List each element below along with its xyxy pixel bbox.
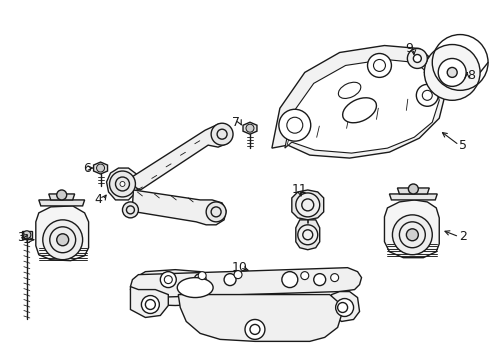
Polygon shape — [49, 194, 74, 200]
Polygon shape — [132, 124, 232, 190]
Polygon shape — [296, 220, 319, 250]
Circle shape — [164, 276, 172, 284]
Text: 7: 7 — [232, 116, 240, 129]
Circle shape — [406, 229, 418, 241]
Circle shape — [438, 58, 466, 86]
Ellipse shape — [407, 49, 427, 68]
Polygon shape — [292, 190, 324, 220]
Polygon shape — [130, 268, 362, 298]
Circle shape — [392, 215, 432, 255]
Circle shape — [206, 202, 226, 222]
Polygon shape — [39, 200, 85, 206]
Circle shape — [110, 171, 135, 197]
Circle shape — [282, 272, 298, 288]
Text: 1: 1 — [23, 233, 31, 246]
Circle shape — [57, 234, 69, 246]
Circle shape — [198, 272, 206, 280]
Ellipse shape — [177, 278, 213, 298]
Text: 6: 6 — [83, 162, 91, 175]
Circle shape — [408, 184, 418, 194]
Polygon shape — [285, 59, 439, 153]
Circle shape — [43, 220, 83, 260]
Circle shape — [245, 319, 265, 339]
Polygon shape — [178, 294, 342, 341]
Circle shape — [250, 324, 260, 334]
Circle shape — [211, 123, 233, 145]
Polygon shape — [243, 122, 257, 134]
Circle shape — [122, 202, 138, 218]
Circle shape — [336, 298, 354, 316]
Text: 10: 10 — [232, 261, 248, 274]
Text: 2: 2 — [459, 230, 467, 243]
Circle shape — [416, 84, 438, 106]
Circle shape — [314, 274, 326, 285]
Polygon shape — [330, 292, 360, 321]
Circle shape — [246, 124, 254, 132]
Polygon shape — [390, 194, 437, 200]
Circle shape — [97, 164, 104, 172]
Polygon shape — [130, 270, 212, 306]
Circle shape — [160, 272, 176, 288]
Circle shape — [23, 231, 31, 239]
Circle shape — [279, 109, 311, 141]
Ellipse shape — [343, 98, 376, 123]
Text: 5: 5 — [459, 139, 467, 152]
Circle shape — [338, 302, 347, 312]
Ellipse shape — [424, 45, 480, 100]
Text: 8: 8 — [467, 69, 475, 82]
Circle shape — [120, 181, 125, 186]
Circle shape — [331, 274, 339, 282]
Text: 3: 3 — [17, 231, 25, 244]
Polygon shape — [106, 168, 140, 200]
Polygon shape — [385, 200, 439, 258]
Circle shape — [298, 225, 318, 245]
Polygon shape — [397, 188, 429, 194]
Polygon shape — [22, 231, 32, 239]
Polygon shape — [36, 206, 89, 261]
Circle shape — [224, 274, 236, 285]
Polygon shape — [272, 45, 446, 158]
Circle shape — [301, 272, 309, 280]
Text: 9: 9 — [405, 42, 413, 55]
Polygon shape — [130, 287, 168, 318]
Text: 4: 4 — [95, 193, 102, 206]
Polygon shape — [132, 190, 226, 225]
Ellipse shape — [339, 82, 361, 98]
Circle shape — [447, 67, 457, 77]
Circle shape — [234, 271, 242, 279]
Circle shape — [146, 300, 155, 310]
Ellipse shape — [414, 54, 421, 62]
Circle shape — [142, 296, 159, 314]
Polygon shape — [94, 162, 107, 174]
Circle shape — [296, 193, 319, 217]
Circle shape — [57, 190, 67, 200]
Circle shape — [368, 54, 392, 77]
Text: 11: 11 — [292, 184, 308, 197]
Circle shape — [194, 274, 206, 285]
